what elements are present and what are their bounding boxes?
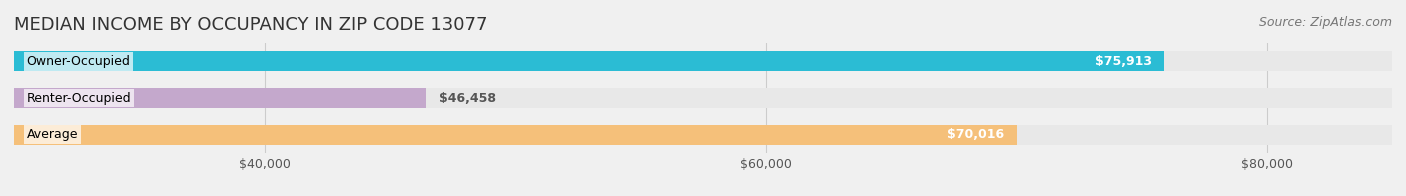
Bar (14, 88, 426, 108)
Text: $75,913: $75,913 (1095, 55, 1152, 68)
Bar (14, 51, 1164, 72)
Bar (14, 88, 1392, 108)
Text: Average: Average (27, 128, 79, 141)
Text: $70,016: $70,016 (946, 128, 1004, 141)
Text: MEDIAN INCOME BY OCCUPANCY IN ZIP CODE 13077: MEDIAN INCOME BY OCCUPANCY IN ZIP CODE 1… (14, 16, 488, 34)
Bar (14, 124, 1017, 145)
Text: Source: ZipAtlas.com: Source: ZipAtlas.com (1258, 16, 1392, 29)
Text: Renter-Occupied: Renter-Occupied (27, 92, 131, 104)
Text: Owner-Occupied: Owner-Occupied (27, 55, 131, 68)
Bar (14, 51, 1392, 72)
Text: $46,458: $46,458 (439, 92, 496, 104)
Bar (14, 124, 1392, 145)
